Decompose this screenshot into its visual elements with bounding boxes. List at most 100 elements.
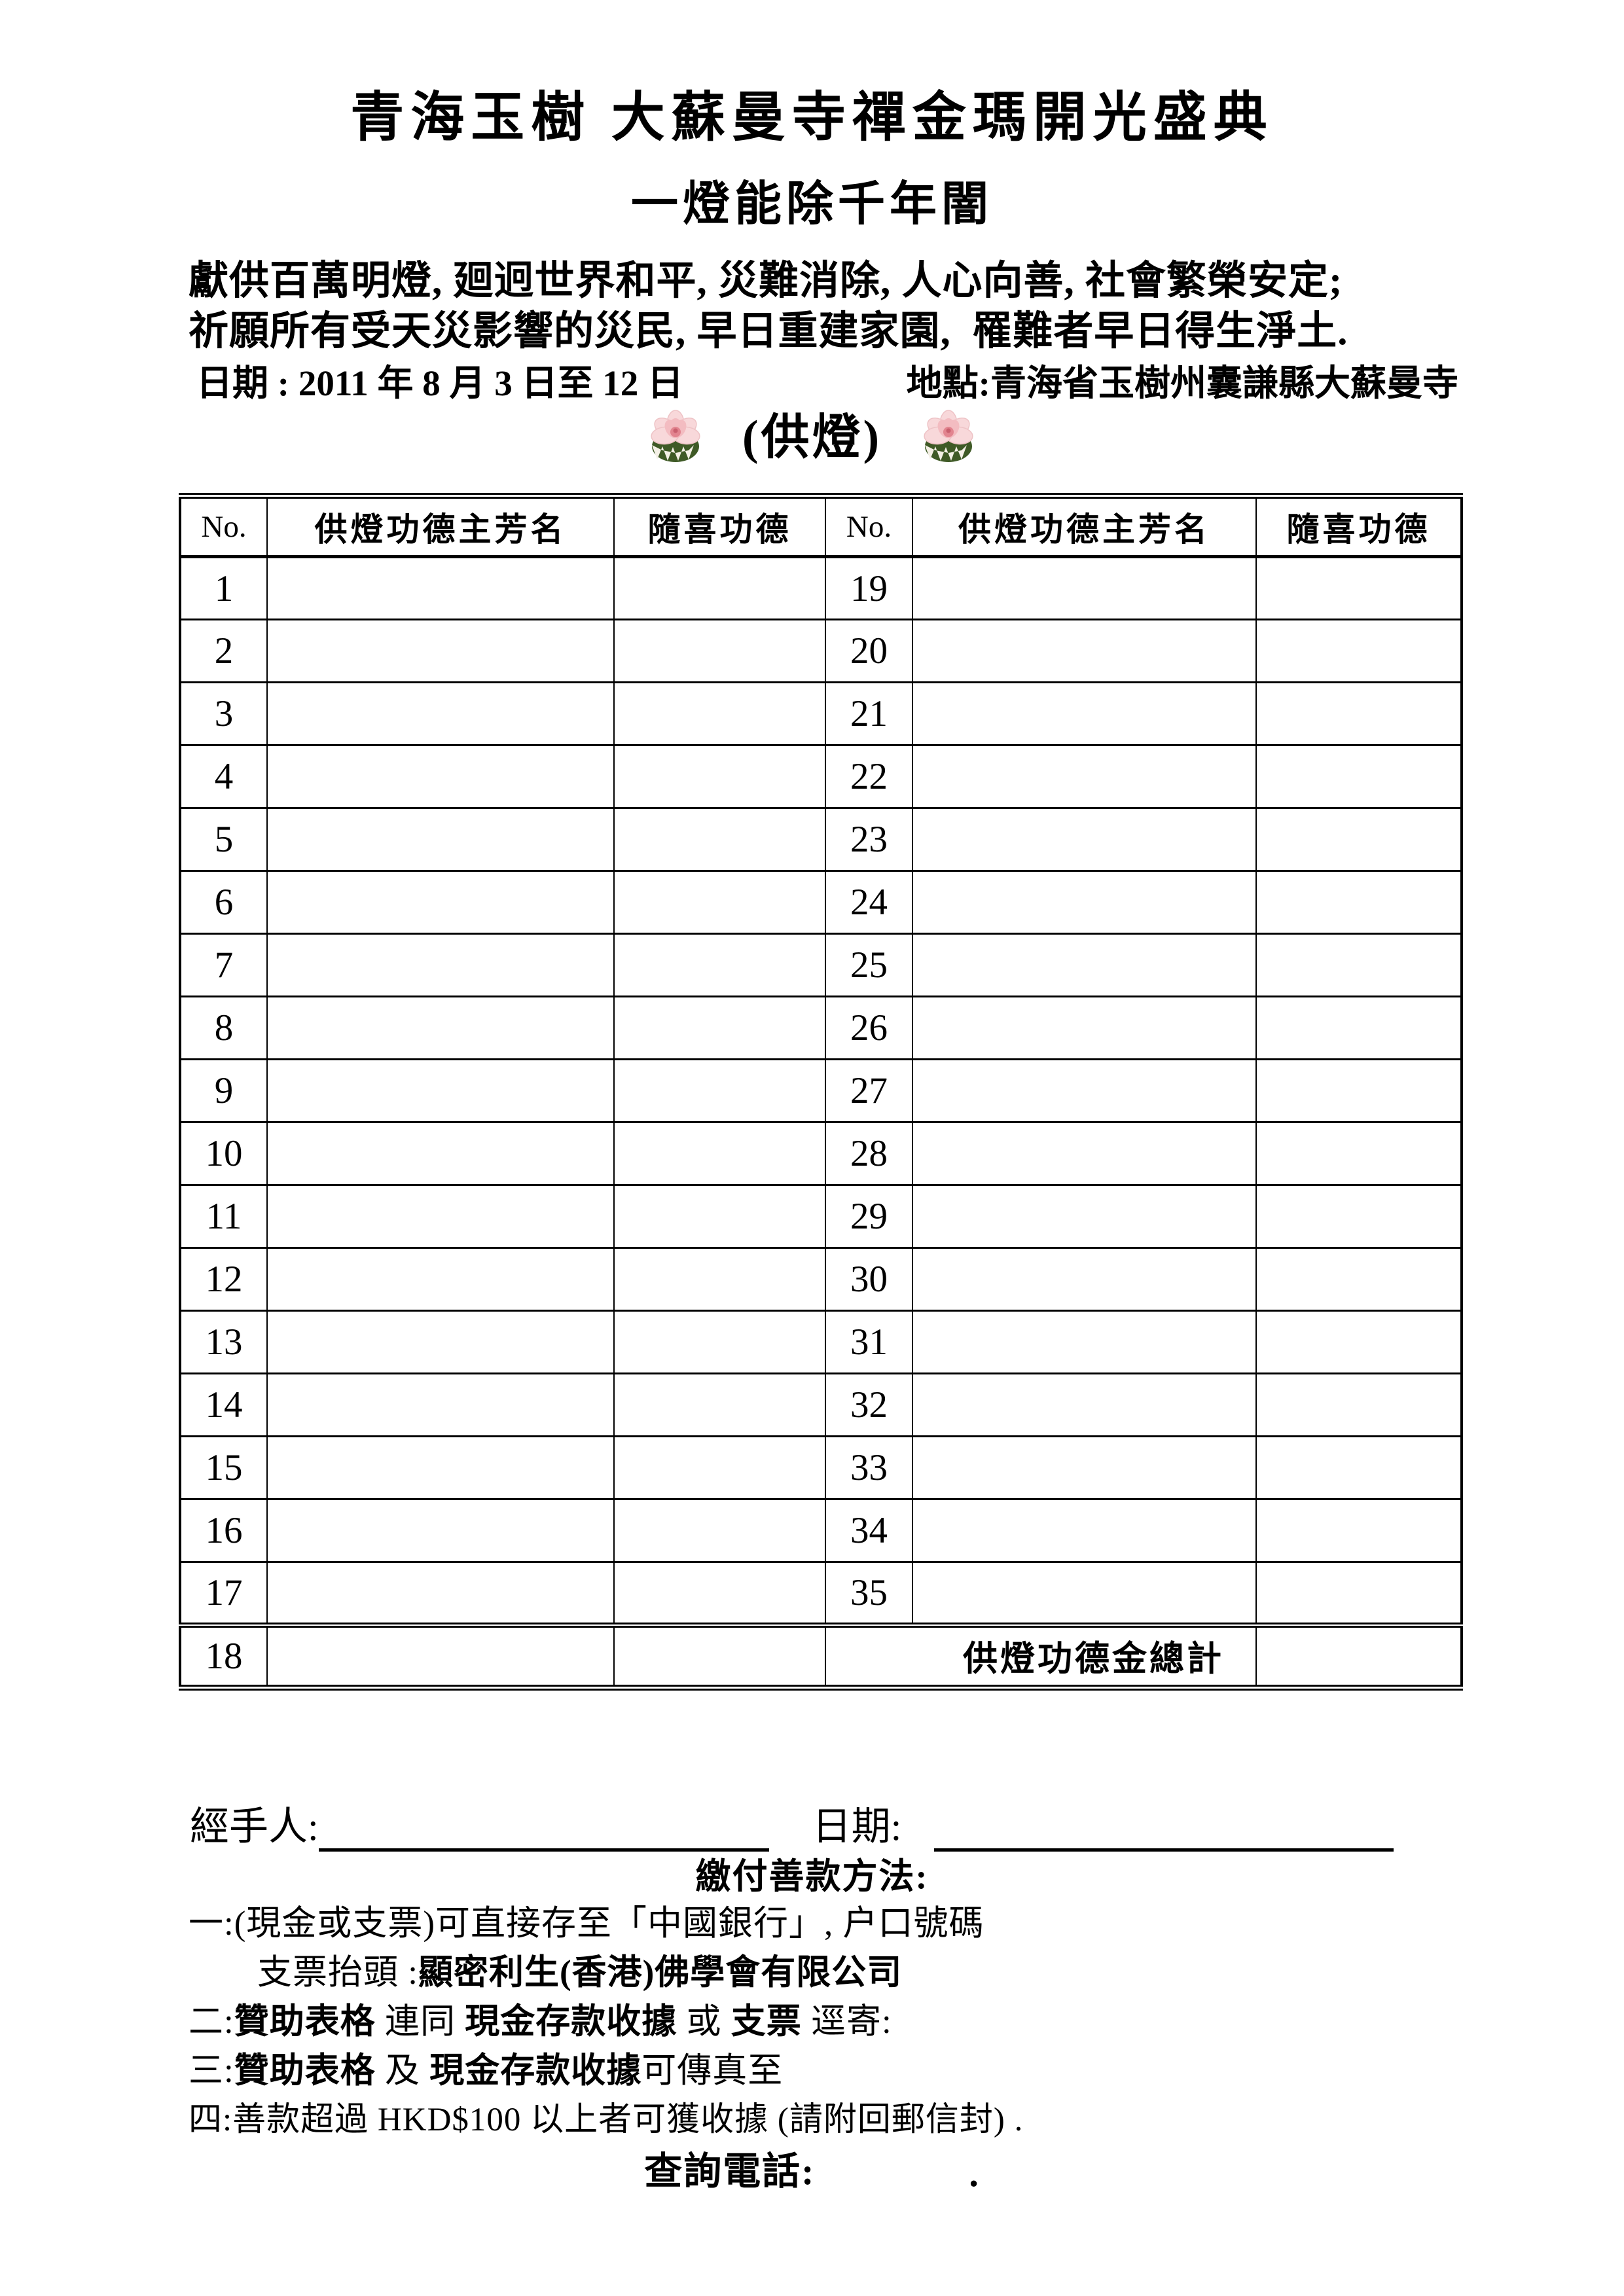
- table-row: 5 23: [179, 807, 1462, 872]
- handler-fill-line: [318, 1811, 769, 1852]
- merit-amount-cell: [1255, 1561, 1462, 1626]
- merit-amount-cell: [1255, 1372, 1462, 1437]
- intro-line-1: 獻供百萬明燈, 廻迥世界和平, 災難消除, 人心向善, 社會繁榮安定;: [189, 259, 1343, 303]
- donor-name-cell: [266, 1622, 615, 1689]
- payment-methods-title: 繳付善款方法:: [695, 1857, 929, 1896]
- method-2-bold-2: 現金存款收據: [465, 2003, 677, 2041]
- row-number-cell: 25: [825, 933, 913, 997]
- donor-name-cell: [912, 1498, 1257, 1563]
- merit-amount-cell: [613, 1310, 826, 1374]
- merit-amount-cell: [1255, 681, 1462, 746]
- method-3-bold-2: 現金存款收據: [429, 2052, 642, 2090]
- donor-name-cell: [912, 1372, 1257, 1437]
- header-no-left: No.: [179, 495, 268, 558]
- handler-signature-row: 經手人: 日期:: [190, 1795, 1460, 1852]
- table-row: 3 21: [179, 681, 1462, 746]
- merit-amount-cell: [613, 1121, 826, 1186]
- donor-name-cell: [912, 870, 1257, 935]
- merit-amount-cell: [613, 807, 826, 872]
- donor-name-cell: [266, 1498, 615, 1563]
- row-number-cell: 29: [825, 1184, 913, 1249]
- donor-name-cell: [266, 556, 615, 620]
- method-2-suffix: 逕寄:: [801, 2003, 892, 2041]
- table-row: 7 25: [179, 933, 1462, 997]
- donor-name-cell: [266, 744, 615, 809]
- row-number-cell: 28: [825, 1121, 913, 1186]
- method-3-bold-1: 贊助表格: [234, 2052, 376, 2090]
- row-number-cell: 2: [179, 619, 268, 683]
- header-donor-left: 供燈功德主芳名: [266, 495, 615, 558]
- header-merit-left: 隨喜功德: [613, 495, 826, 558]
- merit-amount-cell: [613, 1561, 826, 1626]
- merit-amount-cell: [613, 1372, 826, 1437]
- donor-name-cell: [912, 681, 1257, 746]
- merit-amount-cell: [1255, 1121, 1462, 1186]
- row-number-cell: 18: [179, 1622, 268, 1689]
- merit-amount-cell: [1255, 1435, 1462, 1500]
- donor-name-cell: [266, 619, 615, 683]
- section-label: (供燈): [742, 411, 882, 465]
- donor-name-cell: [266, 996, 615, 1060]
- donor-name-cell: [266, 1435, 615, 1500]
- donor-name-cell: [266, 933, 615, 997]
- row-number-cell: 6: [179, 870, 268, 935]
- merit-amount-cell: [1255, 1184, 1462, 1249]
- total-label-cell: 供燈功德金總計: [825, 1622, 1257, 1689]
- page-subtitle: 一燈能除千年闇: [630, 178, 993, 230]
- date-fill-line: [934, 1811, 1394, 1852]
- row-number-cell: 21: [825, 681, 913, 746]
- donor-name-cell: [266, 807, 615, 872]
- merit-amount-cell: [1255, 807, 1462, 872]
- row-number-cell: 1: [179, 556, 268, 620]
- merit-amount-cell: [613, 1435, 826, 1500]
- donor-name-cell: [266, 1121, 615, 1186]
- table-row: 16 34: [179, 1498, 1462, 1563]
- row-number-cell: 23: [825, 807, 913, 872]
- row-number-cell: 19: [825, 556, 913, 620]
- donor-name-cell: [266, 681, 615, 746]
- donor-name-cell: [266, 1561, 615, 1626]
- row-number-cell: 33: [825, 1435, 913, 1500]
- header-donor-right: 供燈功德主芳名: [912, 495, 1257, 558]
- method-2-prefix: 二:: [189, 2003, 234, 2041]
- header-merit-right: 隨喜功德: [1255, 495, 1462, 558]
- merit-amount-cell: [613, 619, 826, 683]
- method-3-mid-1: 及: [375, 2052, 430, 2090]
- donation-table-header: No. 供燈功德主芳名 隨喜功德 No. 供燈功德主芳名 隨喜功德: [179, 495, 1462, 558]
- merit-amount-cell: [1255, 556, 1462, 620]
- table-row: 18 供燈功德金總計: [179, 1622, 1462, 1689]
- row-number-cell: 24: [825, 870, 913, 935]
- donor-name-cell: [266, 1310, 615, 1374]
- lotus-icon: [924, 409, 973, 462]
- donor-name-cell: [266, 870, 615, 935]
- row-number-cell: 5: [179, 807, 268, 872]
- merit-amount-cell: [1255, 996, 1462, 1060]
- row-number-cell: 15: [179, 1435, 268, 1500]
- row-number-cell: 26: [825, 996, 913, 1060]
- row-number-cell: 31: [825, 1310, 913, 1374]
- row-number-cell: 32: [825, 1372, 913, 1437]
- row-number-cell: 10: [179, 1121, 268, 1186]
- donor-name-cell: [912, 556, 1257, 620]
- row-number-cell: 9: [179, 1058, 268, 1123]
- merit-amount-cell: [1255, 1310, 1462, 1374]
- phone-label: 查詢電話:: [644, 2150, 816, 2193]
- merit-amount-cell: [613, 1247, 826, 1312]
- table-row: 13 31: [179, 1310, 1462, 1374]
- donor-name-cell: [912, 996, 1257, 1060]
- table-row: 11 29: [179, 1184, 1462, 1249]
- row-number-cell: 22: [825, 744, 913, 809]
- method-2-bold-3: 支票: [731, 2003, 802, 2041]
- donor-name-cell: [912, 807, 1257, 872]
- merit-amount-cell: [613, 870, 826, 935]
- cheque-payee-label: 支票抬頭 :: [257, 1954, 418, 1992]
- table-row: 9 27: [179, 1058, 1462, 1123]
- inquiry-phone-row: 查詢電話:.: [0, 2140, 1624, 2195]
- method-3-prefix: 三:: [189, 2052, 234, 2090]
- date-location-line: 日期 : 2011 年 8 月 3 日至 12 日 地點:青海省玉樹州囊謙縣大蘇…: [196, 353, 1458, 406]
- donor-name-cell: [912, 1121, 1257, 1186]
- row-number-cell: 3: [179, 681, 268, 746]
- table-row: 12 30: [179, 1247, 1462, 1312]
- merit-amount-cell: [613, 556, 826, 620]
